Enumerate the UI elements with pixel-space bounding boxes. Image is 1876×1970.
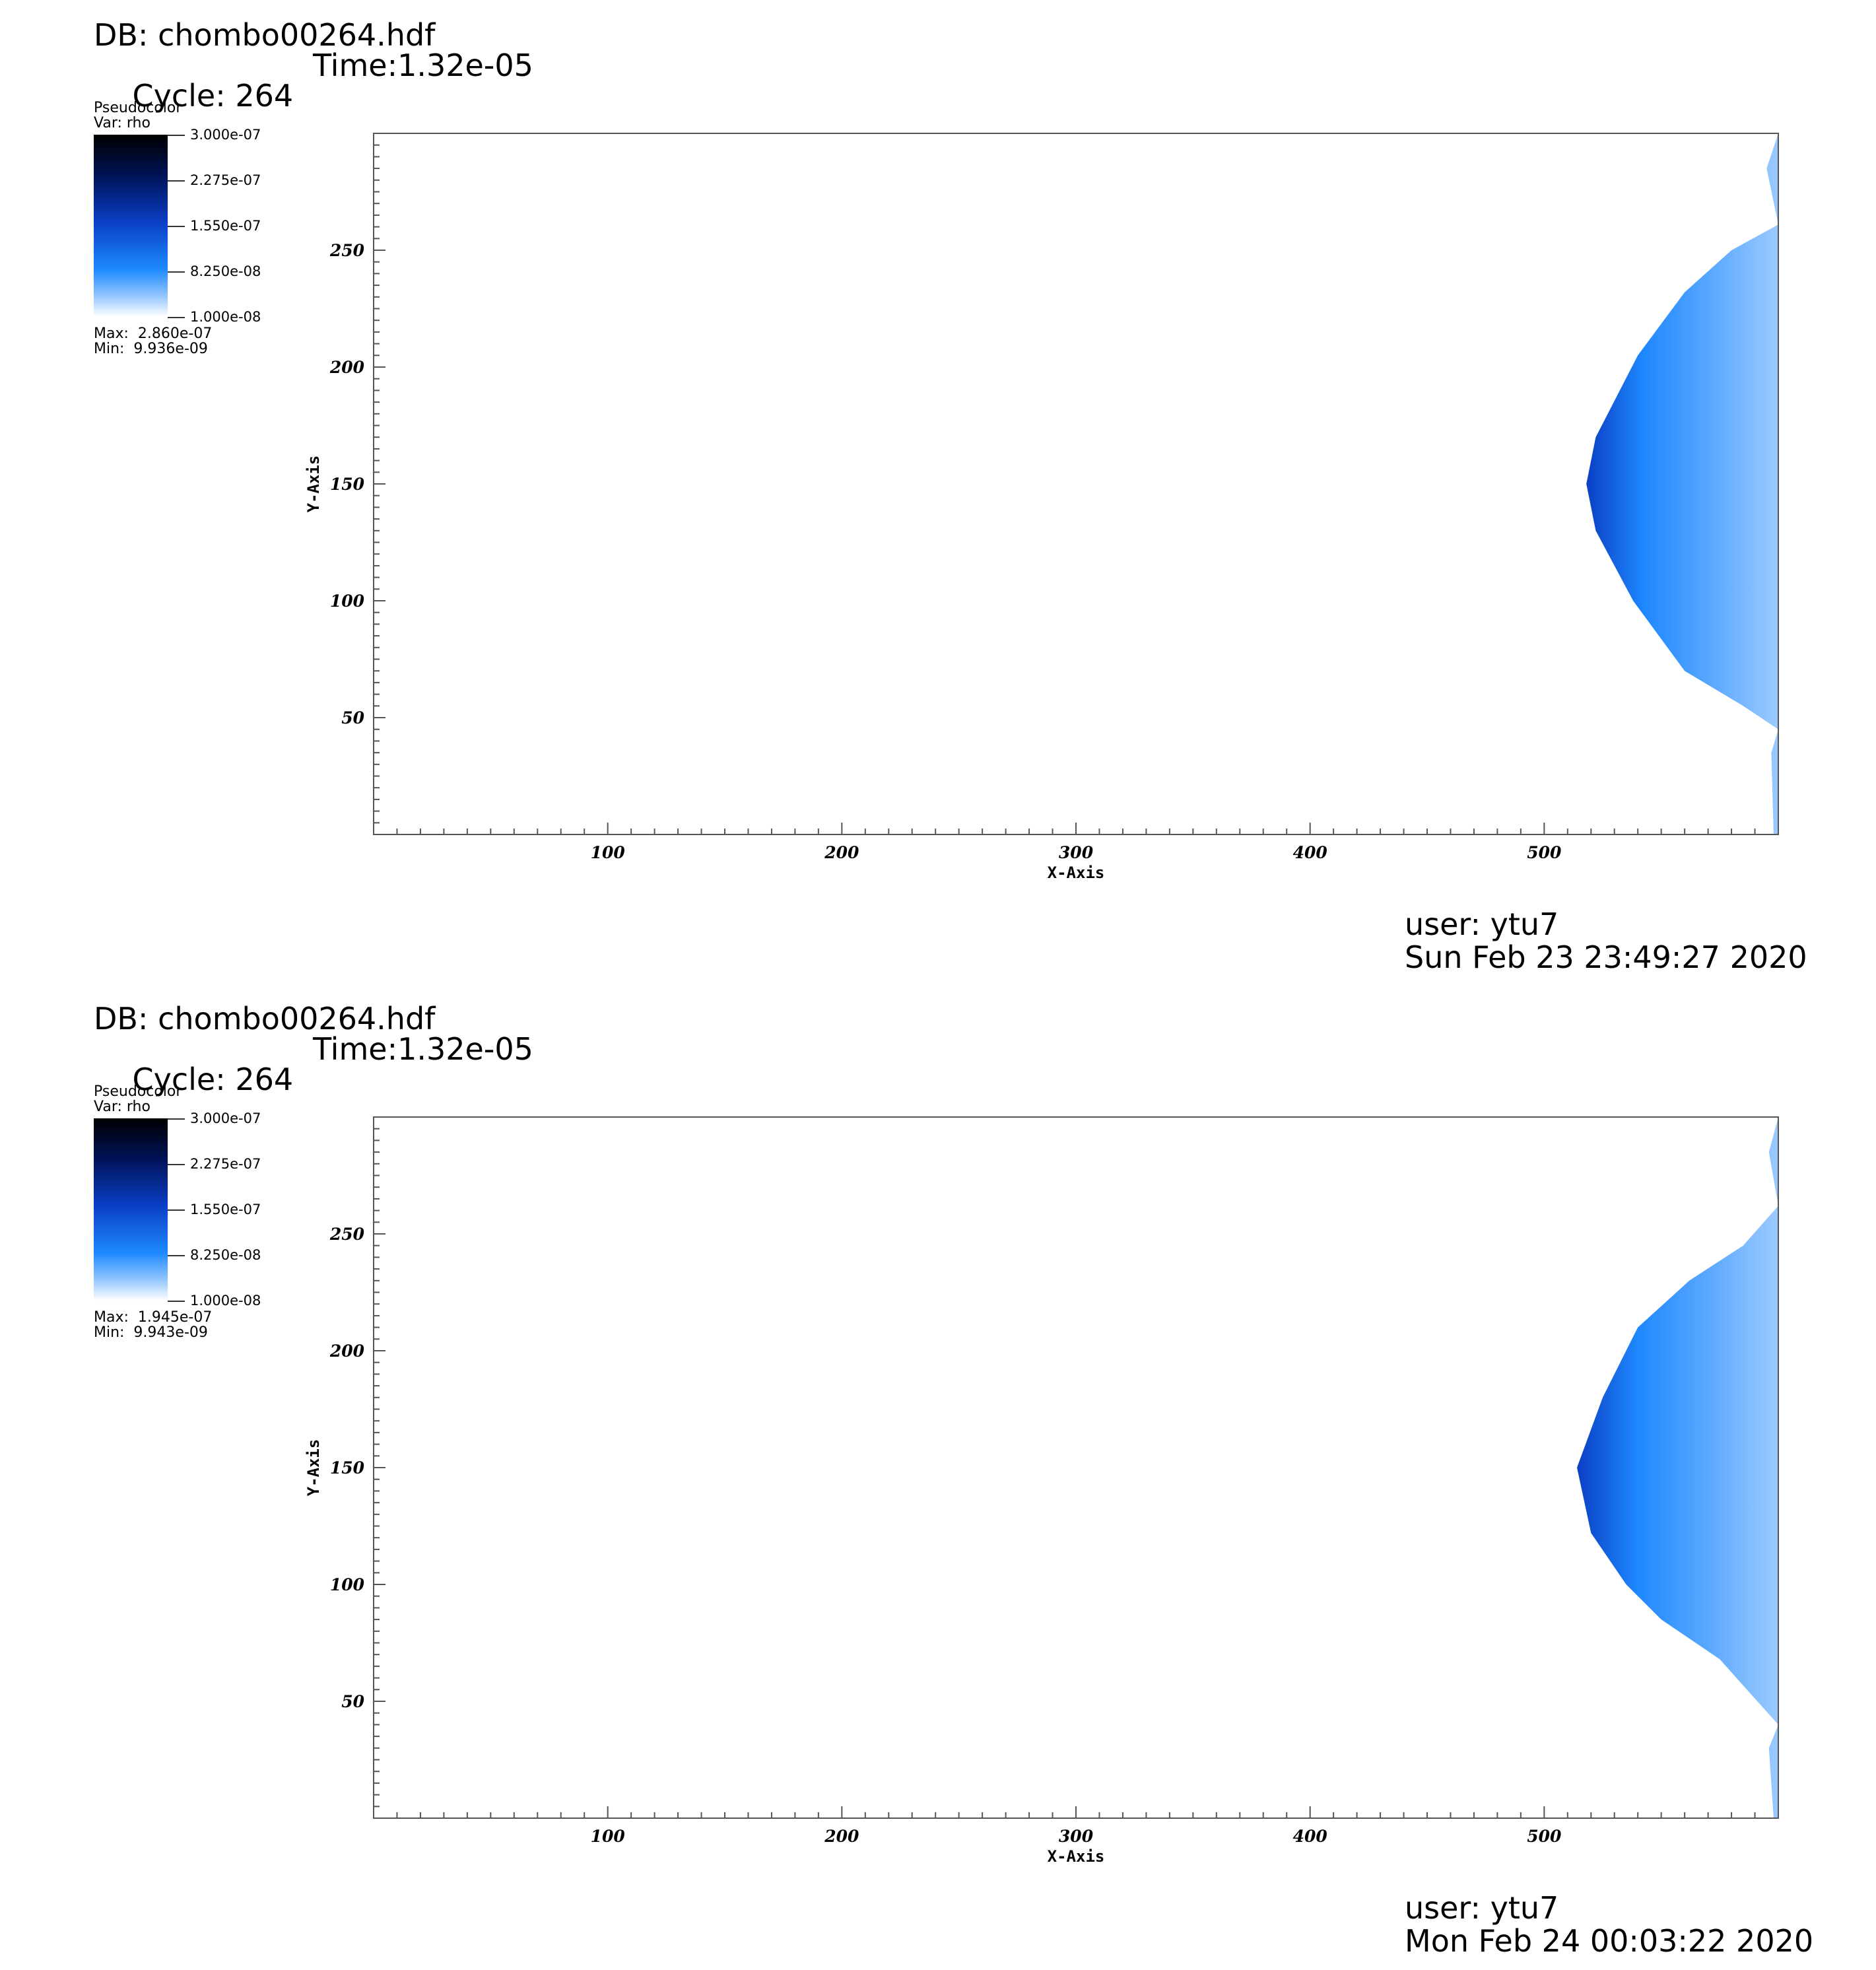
pseudocolor-plot: 100 200 300 400 500 50 100 150 200 250 X-Axis Y-Axi… [304, 1116, 1779, 1866]
x-tick-label: 400 [1293, 1827, 1328, 1846]
x-axis-title: X-Axis [1048, 864, 1105, 882]
plot-panel-1: DB: chombo00264.hdf Cycle: 264 Time:1.32… [0, 0, 1876, 984]
legend-min: Min: 9.936e-09 [94, 341, 208, 357]
colorbar-label: 8.250e-08 [190, 263, 261, 279]
pseudocolor-plot: 100 200 300 400 500 50 100 150 200 250 X-Axis Y-Axi… [304, 133, 1779, 882]
y-tick-label: 50 [341, 708, 364, 728]
density-field [1586, 133, 1778, 834]
colorbar-label: 3.000e-07 [190, 1110, 261, 1126]
y-tick-label: 50 [341, 1692, 364, 1711]
y-tick-label: 100 [330, 592, 365, 611]
x-tick-label: 300 [1059, 843, 1094, 862]
colorbar-label: 8.250e-08 [190, 1247, 261, 1263]
legend-plot-type: Pseudocolor [94, 1083, 182, 1100]
colorbar-tick [168, 180, 185, 182]
y-axis-title: Y-Axis [304, 456, 323, 513]
colorbar-tick [168, 135, 185, 136]
legend-max: Max: 2.860e-07 [94, 325, 213, 342]
x-tick-label: 400 [1293, 843, 1328, 862]
user-label: user: ytu7 [1405, 906, 1559, 942]
colorbar [94, 135, 168, 317]
x-tick-label: 300 [1059, 1827, 1094, 1846]
cycle-time-row: Cycle: 264 Time:1.32e-05 [94, 1034, 533, 1155]
colorbar-tick [168, 317, 185, 318]
x-axis-title: X-Axis [1048, 1847, 1105, 1866]
y-tick-label: 150 [330, 1458, 365, 1478]
y-axis-title: Y-Axis [304, 1439, 323, 1497]
y-tick-label: 200 [329, 1342, 365, 1361]
y-tick-label: 250 [329, 241, 365, 260]
time-label: Time:1.32e-05 [313, 48, 533, 83]
db-label: DB: chombo00264.hdf [94, 1001, 436, 1036]
y-tick-label: 100 [330, 1575, 365, 1594]
colorbar-label: 1.550e-07 [190, 1202, 261, 1217]
x-tick-label: 500 [1527, 843, 1562, 862]
legend-var: Var: rho [94, 1099, 151, 1115]
date-label: Mon Feb 24 00:03:22 2020 [1405, 1923, 1814, 1959]
colorbar-label: 1.000e-08 [190, 309, 261, 325]
plot-frame [373, 1116, 1779, 1819]
colorbar-label: 2.275e-07 [190, 172, 261, 188]
x-tick-label: 200 [824, 843, 859, 862]
colorbar-tick [168, 271, 185, 273]
time-label: Time:1.32e-05 [313, 1031, 533, 1067]
colorbar-label: 1.000e-08 [190, 1293, 261, 1308]
y-tick-label: 150 [330, 475, 365, 494]
cycle-label: Cycle: 264 [132, 78, 294, 114]
db-label: DB: chombo00264.hdf [94, 17, 436, 53]
colorbar-tick [168, 1301, 185, 1302]
colorbar-tick [168, 1118, 185, 1120]
colorbar-label: 1.550e-07 [190, 218, 261, 234]
x-tick-label: 100 [591, 1827, 626, 1846]
colorbar-tick [168, 1209, 185, 1211]
y-tick-label: 250 [329, 1225, 365, 1244]
colorbar-tick [168, 1164, 185, 1165]
density-field [1577, 1117, 1778, 1818]
colorbar [94, 1118, 168, 1301]
colorbar-label: 3.000e-07 [190, 127, 261, 143]
y-tick-label: 200 [329, 358, 365, 377]
plot-frame [373, 133, 1779, 835]
x-tick-label: 100 [591, 843, 626, 862]
legend-max: Max: 1.945e-07 [94, 1309, 213, 1326]
date-label: Sun Feb 23 23:49:27 2020 [1405, 939, 1807, 975]
cycle-label: Cycle: 264 [132, 1062, 294, 1097]
colorbar-label: 2.275e-07 [190, 1156, 261, 1172]
colorbar-tick [168, 226, 185, 227]
x-tick-label: 500 [1527, 1827, 1562, 1846]
legend-plot-type: Pseudocolor [94, 100, 182, 116]
plot-panel-2: DB: chombo00264.hdf Cycle: 264 Time:1.32… [0, 984, 1876, 1967]
cycle-time-row: Cycle: 264 Time:1.32e-05 [94, 50, 533, 172]
legend-min: Min: 9.943e-09 [94, 1324, 208, 1341]
legend-var: Var: rho [94, 115, 151, 131]
colorbar-tick [168, 1255, 185, 1256]
x-tick-label: 200 [824, 1827, 859, 1846]
user-label: user: ytu7 [1405, 1890, 1559, 1926]
